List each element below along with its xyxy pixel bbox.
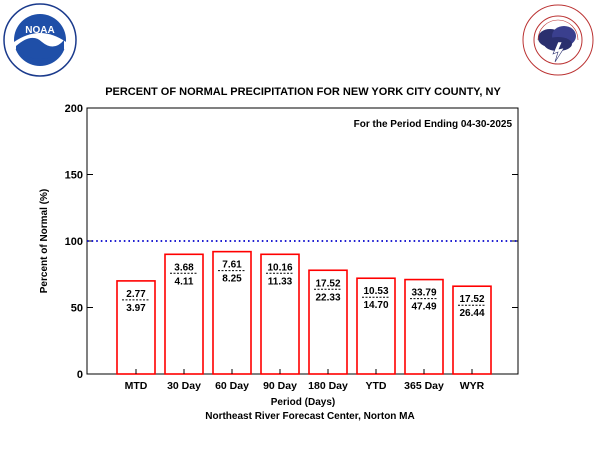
x-tick-label: MTD: [125, 380, 148, 392]
y-tick-label: 150: [65, 170, 83, 182]
normal-label: 14.70: [363, 300, 388, 311]
nws-logo: [522, 4, 594, 76]
x-tick-label: 90 Day: [263, 380, 297, 392]
noaa-center-text: NOAA: [25, 25, 54, 36]
credit-text: Northeast River Forecast Center, Norton …: [205, 411, 415, 422]
normal-label: 22.33: [315, 292, 340, 303]
bar-5: [356, 277, 396, 375]
bar-0: [116, 280, 156, 375]
chart-title: PERCENT OF NORMAL PRECIPITATION FOR NEW …: [105, 86, 501, 98]
period-annotation: For the Period Ending 04-30-2025: [354, 119, 513, 130]
y-tick-label: 0: [77, 369, 83, 381]
normal-label: 8.25: [222, 274, 242, 285]
bar-2: [212, 250, 252, 375]
y-tick-label: 50: [71, 303, 83, 315]
observed-label: 10.53: [363, 286, 388, 297]
normal-label: 11.33: [268, 276, 293, 287]
y-axis: 0 50 100 150 200: [65, 103, 518, 381]
normal-label: 3.97: [126, 303, 146, 314]
x-tick-label: YTD: [366, 380, 387, 392]
normal-label: 47.49: [411, 302, 436, 313]
observed-label: 17.52: [315, 278, 340, 289]
y-tick-label: 100: [65, 236, 83, 248]
x-tick-label: 60 Day: [215, 380, 249, 392]
observed-label: 2.77: [126, 289, 146, 300]
x-axis-label: Period (Days): [271, 397, 335, 408]
x-tick-label: 365 Day: [404, 380, 444, 392]
observed-label: 17.52: [459, 294, 484, 305]
bar-1: [164, 253, 204, 375]
bars-group: 2.77 3.97 3.68 4.11 7.61 8.25 10.16 11.33 17.52 2…: [116, 250, 492, 375]
bar-3: [260, 253, 300, 375]
observed-label: 10.16: [267, 262, 292, 273]
x-tick-label: 180 Day: [308, 380, 348, 392]
x-tick-label: 30 Day: [167, 380, 201, 392]
observed-label: 7.61: [222, 260, 242, 271]
x-axis: MTD 30 Day 60 Day 90 Day 180 Day YTD 365 Day WY…: [125, 369, 485, 392]
normal-label: 4.11: [175, 276, 194, 287]
observed-label: 3.68: [174, 262, 194, 273]
x-tick-label: WYR: [460, 380, 485, 392]
bar-6: [404, 278, 444, 375]
noaa-logo: NOAA: [3, 3, 77, 77]
y-tick-label: 200: [65, 103, 83, 115]
y-axis-label: Percent of Normal (%): [39, 189, 50, 293]
normal-label: 26.44: [459, 308, 484, 319]
observed-label: 33.79: [411, 288, 436, 299]
